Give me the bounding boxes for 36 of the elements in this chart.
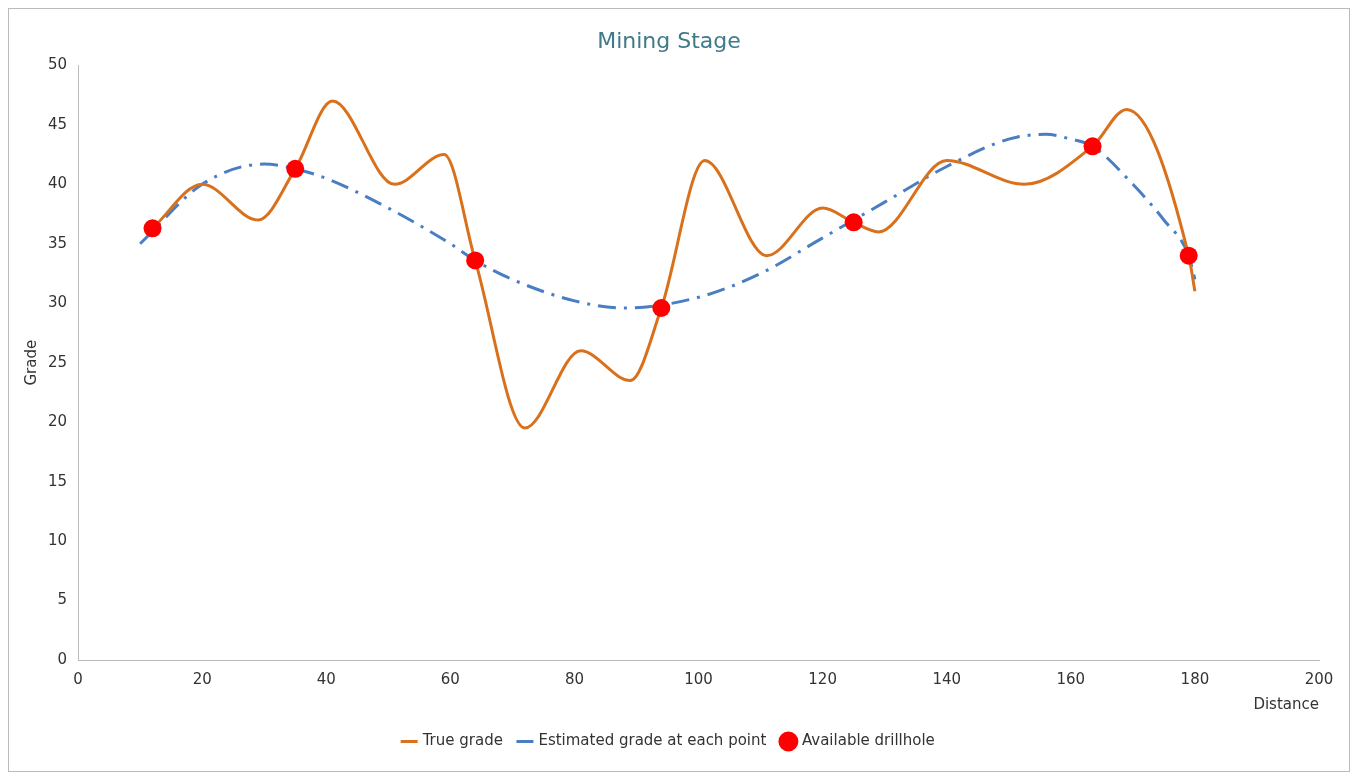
point <box>844 213 863 232</box>
y-axis-title: Grade <box>21 339 40 386</box>
x-tick-label: 20 <box>192 669 212 688</box>
point <box>1083 137 1102 156</box>
chart-title: Mining Stage <box>597 27 741 53</box>
line-series <box>138 132 1197 310</box>
x-tick-label: 160 <box>1056 669 1086 688</box>
y-tick-label: 10 <box>47 530 68 549</box>
x-tick-label: 100 <box>684 669 713 688</box>
y-tick-label: 30 <box>47 293 68 312</box>
x-tick-label: 180 <box>1180 669 1210 688</box>
x-tick-label: 60 <box>440 669 460 688</box>
x-tick-label: 40 <box>316 669 336 688</box>
point <box>143 219 162 238</box>
x-tick-label: 120 <box>808 669 837 688</box>
x-tick-label: 0 <box>73 669 83 688</box>
point <box>466 251 485 270</box>
y-tick-label: 5 <box>57 590 68 609</box>
x-axis-title: Distance <box>1253 694 1319 713</box>
y-tick-label: 0 <box>57 649 68 668</box>
point <box>1179 246 1198 265</box>
y-tick-label: 25 <box>47 352 68 371</box>
point <box>652 299 671 317</box>
y-tick-label: 40 <box>47 174 68 193</box>
y-tick-label: 50 <box>47 55 68 74</box>
legend-label: True grade <box>421 731 503 750</box>
point <box>286 159 305 178</box>
x-tick-label: 80 <box>564 669 584 688</box>
legend-label: Available drillhole <box>801 731 935 750</box>
y-tick-label: 45 <box>47 114 68 133</box>
y-tick-label: 35 <box>47 233 68 252</box>
x-tick-label: 140 <box>932 669 962 688</box>
y-tick-label: 15 <box>47 471 68 490</box>
y-tick-label: 20 <box>47 412 68 431</box>
x-tick-label: 200 <box>1304 669 1334 688</box>
legend-label: Estimated grade at each point <box>538 731 767 750</box>
